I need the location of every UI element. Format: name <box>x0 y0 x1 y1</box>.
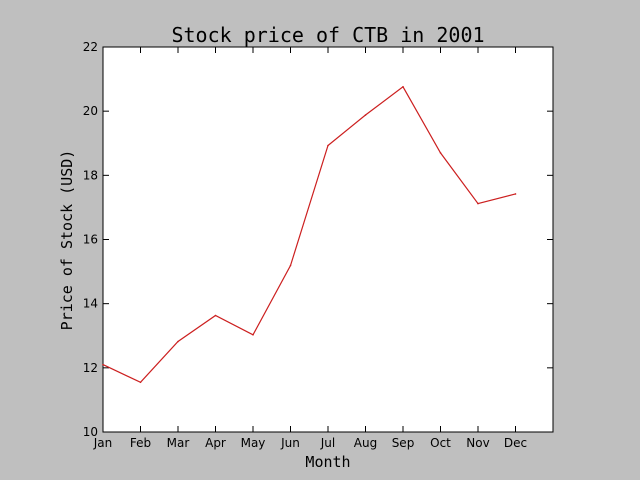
data-point <box>364 114 367 116</box>
x-tick-label: Apr <box>205 436 226 450</box>
y-tick-label: 22 <box>83 40 98 54</box>
y-tick-label: 20 <box>83 104 98 118</box>
y-axis-label: Price of Stock (USD) <box>58 150 76 331</box>
x-tick-label: Jul <box>320 436 335 450</box>
data-point <box>477 202 479 205</box>
y-tick-label: 18 <box>83 168 98 182</box>
data-point <box>327 144 329 147</box>
data-point <box>139 381 142 384</box>
plot-area <box>102 46 554 433</box>
x-tick-label: Sep <box>392 436 415 450</box>
data-point <box>439 152 442 154</box>
x-tick-label: Mar <box>167 436 190 450</box>
data-point <box>177 340 179 343</box>
x-axis-ticks: Jan Feb Mar Apr May Jun Jul Aug Sep Oct Nov Dec <box>93 47 527 450</box>
y-axis-ticks: 10 12 14 16 18 20 22 <box>83 40 553 439</box>
data-point <box>102 363 104 366</box>
x-tick-label: Feb <box>130 436 151 450</box>
data-point <box>514 193 517 195</box>
x-axis-label: Month <box>305 453 350 471</box>
x-tick-label: May <box>241 436 266 450</box>
x-tick-label: Dec <box>504 436 527 450</box>
data-point <box>252 333 254 336</box>
y-tick-label: 10 <box>83 425 98 439</box>
x-tick-label: Oct <box>430 436 451 450</box>
x-tick-label: Nov <box>466 436 489 450</box>
series-layer <box>102 85 517 384</box>
chart-title: Stock price of CTB in 2001 <box>171 23 484 47</box>
x-tick-label: Jan <box>93 436 113 450</box>
y-tick-label: 14 <box>83 297 98 311</box>
x-tick-label: Aug <box>354 436 377 450</box>
data-point <box>402 85 404 88</box>
x-tick-label: Jun <box>280 436 300 450</box>
data-point <box>214 314 217 317</box>
y-tick-label: 12 <box>83 361 98 375</box>
data-point <box>289 264 292 267</box>
series-line <box>102 85 516 384</box>
y-tick-label: 16 <box>83 233 98 247</box>
